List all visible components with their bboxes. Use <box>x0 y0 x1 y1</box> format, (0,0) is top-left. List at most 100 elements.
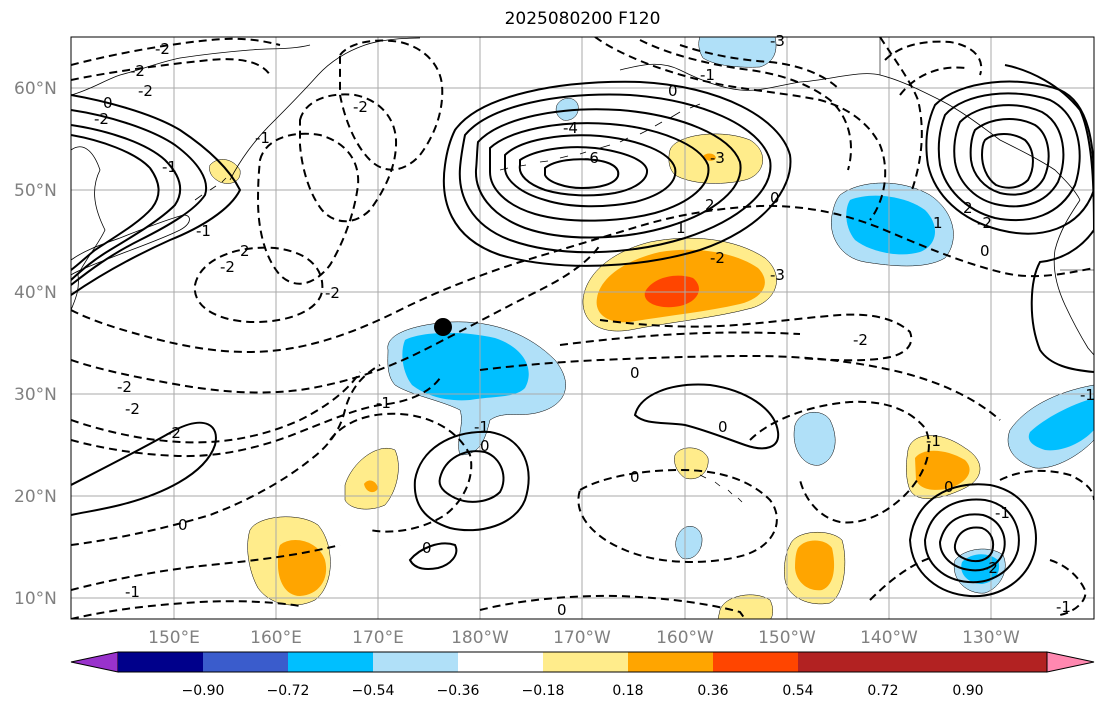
colorbar-tick-label: −0.90 <box>182 683 225 699</box>
lat-label: 30°N <box>14 385 57 405</box>
positive-anomaly-region <box>703 153 716 161</box>
contour-label: -2 <box>853 331 868 349</box>
positive-anomaly-region <box>344 448 399 510</box>
lon-label: 150°E <box>148 628 200 648</box>
lat-label: 10°N <box>14 589 57 609</box>
contour-label: -1 <box>196 222 211 240</box>
negative-contour <box>1049 559 1087 616</box>
contour-label: 0 <box>770 189 780 207</box>
contour-label: 1 <box>933 214 943 232</box>
positive-anomaly-region <box>915 450 970 490</box>
negative-contour <box>577 468 778 563</box>
colorbar-segment <box>798 652 1047 672</box>
contour-label: -1 <box>162 158 177 176</box>
contour-label: -2 <box>983 559 998 577</box>
contour-label: 2 <box>240 242 250 260</box>
colorbar-tick-label: −0.36 <box>437 683 480 699</box>
siberia-coastline <box>71 44 311 96</box>
contour-label: -1 <box>376 394 391 412</box>
negative-contour <box>884 40 983 76</box>
zero-contour <box>71 421 217 516</box>
negative-contour <box>71 377 441 458</box>
positive-contour <box>489 122 710 222</box>
positive-contour <box>925 80 1094 235</box>
colorbar-segment <box>118 652 203 672</box>
anomaly-shading <box>209 37 1094 619</box>
japan-coastline <box>71 214 190 276</box>
negative-contour <box>679 44 841 91</box>
contour-label: -2 <box>94 110 109 128</box>
contour-label: 2 <box>705 196 715 214</box>
contour-label: -3 <box>770 32 785 50</box>
contour-label: -2 <box>220 258 235 276</box>
positive-contour <box>937 92 1081 222</box>
contour-label: 0 <box>944 478 954 496</box>
negative-contour <box>71 37 281 66</box>
colorbar-segment <box>458 652 543 672</box>
negative-anomaly-region <box>555 98 579 121</box>
colorbar-segment <box>713 652 798 672</box>
colorbar-tick-label: 0.18 <box>612 683 643 699</box>
contour-label: 0 <box>980 242 990 260</box>
positive-contour <box>923 498 1020 584</box>
contour-label: 0 <box>668 82 678 100</box>
contour-label: 2 <box>963 199 973 217</box>
map-frame <box>70 36 1095 620</box>
lat-label: 20°N <box>14 487 57 507</box>
positive-contour <box>1004 64 1094 373</box>
colorbar-tick-label: −0.54 <box>352 683 395 699</box>
lat-label: 60°N <box>14 79 57 99</box>
negative-contour <box>594 37 887 221</box>
negative-contours <box>71 37 1094 619</box>
latitude-labels: 60°N 50°N 40°N 30°N 20°N 10°N <box>14 79 57 609</box>
negative-contour <box>479 594 746 619</box>
positive-contour <box>953 526 995 563</box>
contour-label: -2 <box>138 82 153 100</box>
contour-label: -1 <box>700 66 715 84</box>
contour-label: -2 <box>117 378 132 396</box>
negative-contour <box>599 313 913 362</box>
contour-lines <box>71 37 1094 619</box>
hawaiian-islands <box>699 474 743 503</box>
contour-label: -1 <box>1056 598 1071 616</box>
positive-contour <box>938 513 1006 572</box>
negative-contour <box>559 331 801 346</box>
zero-contour <box>408 542 458 570</box>
negative-contour <box>749 400 930 524</box>
negative-contour <box>71 600 301 619</box>
negative-contour <box>639 39 852 171</box>
kuril-islands <box>194 177 227 201</box>
contour-label: 0 <box>718 418 728 436</box>
positive-anomaly-region <box>364 480 378 493</box>
contour-label: -2 <box>353 98 368 116</box>
positive-contour <box>908 483 1037 598</box>
colorbar-outline <box>118 651 1047 673</box>
lon-label: 160°E <box>250 628 302 648</box>
contour-label: 0 <box>103 94 113 112</box>
colorbar: −0.90 −0.72 −0.54 −0.36 −0.18 0.18 0.36 … <box>70 651 1095 699</box>
positive-contour <box>544 158 620 190</box>
positive-contour <box>442 80 792 267</box>
positive-contour <box>438 450 505 503</box>
contour-label: -1 <box>926 432 941 450</box>
contour-label: -3 <box>710 149 725 167</box>
contour-label: -4 <box>563 119 578 137</box>
negative-contour <box>999 469 1094 501</box>
contour-label: -2 <box>125 400 140 418</box>
positive-contour <box>71 94 242 296</box>
contour-label: -1 <box>1080 386 1095 404</box>
location-marker <box>434 318 452 336</box>
negative-contour <box>71 364 381 546</box>
contour-label: -1 <box>125 583 140 601</box>
map-title: 2025080200 F120 <box>504 9 661 29</box>
contour-label: -1 <box>255 129 270 147</box>
positive-anomaly-region <box>674 447 709 480</box>
kamchatka-coastline <box>229 37 421 181</box>
longitude-labels: 150°E 160°E 170°E 180°W 170°W 160°W 150°… <box>148 628 1020 648</box>
contour-label: -2 <box>977 214 992 232</box>
lon-label: 160°W <box>656 628 714 648</box>
negative-contour <box>899 66 966 96</box>
negative-contour <box>71 204 1094 353</box>
negative-contour <box>329 412 473 533</box>
contour-label: 0 <box>557 601 567 619</box>
